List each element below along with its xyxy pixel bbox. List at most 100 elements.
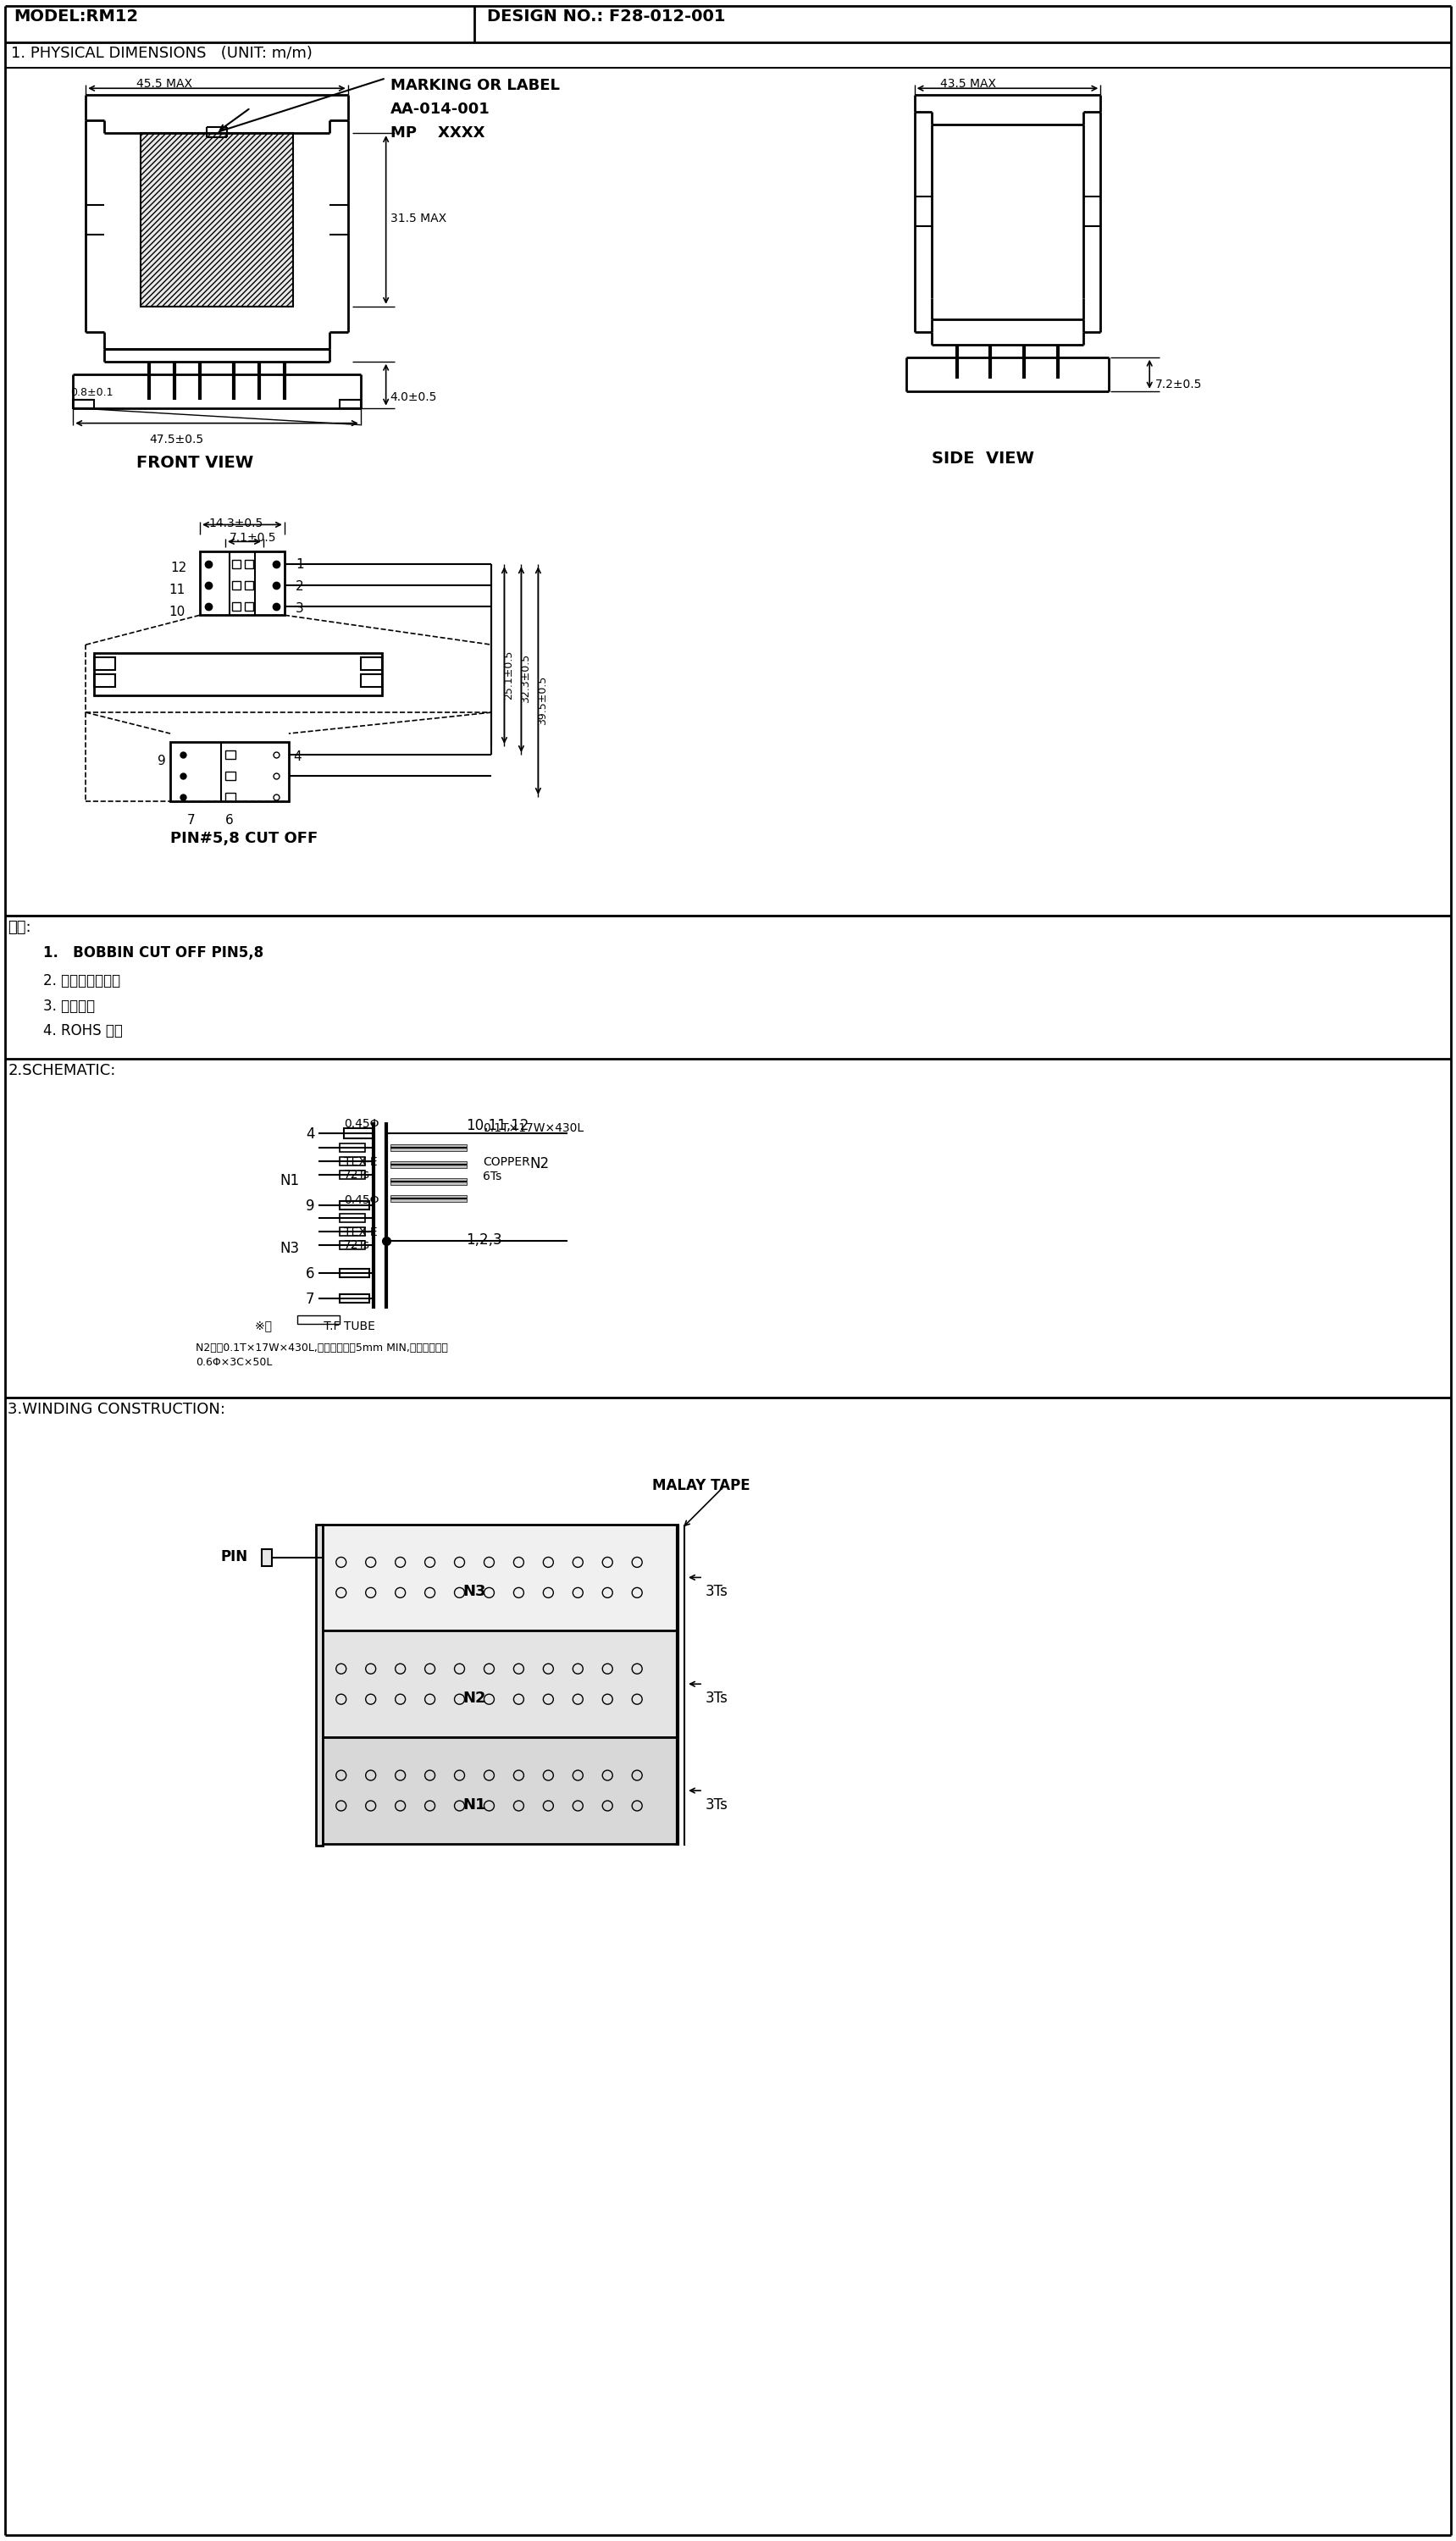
- Text: 4: 4: [306, 1126, 314, 1141]
- Bar: [232, 582, 240, 590]
- Text: SIDE  VIEW: SIDE VIEW: [932, 450, 1034, 468]
- Text: 32.3±0.5: 32.3±0.5: [520, 653, 531, 704]
- Bar: [199, 551, 284, 615]
- Bar: [323, 1631, 677, 1738]
- Bar: [245, 602, 253, 610]
- Text: 25.1±0.5: 25.1±0.5: [504, 650, 514, 699]
- Text: 3: 3: [296, 602, 304, 615]
- Bar: [226, 793, 236, 800]
- Text: 4: 4: [293, 750, 301, 762]
- Text: 3Ts: 3Ts: [706, 1796, 728, 1812]
- FancyArrow shape: [390, 1161, 466, 1169]
- FancyArrow shape: [390, 1194, 466, 1202]
- Bar: [361, 658, 381, 671]
- Text: 39.5±0.5: 39.5±0.5: [537, 676, 547, 724]
- Bar: [323, 1738, 677, 1845]
- Text: 7: 7: [188, 813, 195, 826]
- Text: 7: 7: [306, 1291, 314, 1306]
- Bar: [339, 1156, 365, 1166]
- Text: 1,2,3: 1,2,3: [466, 1232, 502, 1248]
- Bar: [297, 1316, 339, 1324]
- Text: 14.3±0.5: 14.3±0.5: [208, 518, 262, 529]
- Text: 47.5±0.5: 47.5±0.5: [149, 435, 204, 445]
- Bar: [339, 1227, 365, 1235]
- Text: MODEL:RM12: MODEL:RM12: [15, 8, 138, 25]
- Text: 7.2±0.5: 7.2±0.5: [1156, 379, 1203, 391]
- Text: COPPER: COPPER: [483, 1156, 530, 1169]
- Text: 72Ts: 72Ts: [344, 1240, 370, 1250]
- Bar: [339, 1268, 368, 1278]
- Text: 2: 2: [296, 579, 304, 592]
- Text: N1: N1: [280, 1174, 300, 1189]
- Text: N3: N3: [463, 1583, 486, 1598]
- Bar: [95, 658, 115, 671]
- Bar: [95, 673, 115, 686]
- Bar: [344, 1128, 373, 1138]
- Bar: [339, 1240, 365, 1250]
- Text: 6: 6: [306, 1265, 314, 1281]
- Text: N3: N3: [280, 1240, 300, 1255]
- Text: 6: 6: [226, 813, 233, 826]
- Text: DESIGN NO.: F28-012-001: DESIGN NO.: F28-012-001: [488, 8, 727, 25]
- Text: N2: N2: [463, 1690, 486, 1705]
- Text: 10,11,12: 10,11,12: [466, 1118, 530, 1133]
- Text: 備注:: 備注:: [7, 920, 32, 935]
- Bar: [232, 559, 240, 569]
- Text: MP    XXXX: MP XXXX: [390, 125, 485, 140]
- Text: 0.6Φ×3C×50L: 0.6Φ×3C×50L: [195, 1357, 272, 1367]
- Text: 1.   BOBBIN CUT OFF PIN5,8: 1. BOBBIN CUT OFF PIN5,8: [44, 945, 264, 960]
- Bar: [170, 742, 288, 800]
- Bar: [316, 1525, 323, 1845]
- Text: 3Ts: 3Ts: [706, 1583, 728, 1598]
- Text: 43.5 MAX: 43.5 MAX: [939, 79, 996, 89]
- Text: 3. 產品含浸: 3. 產品含浸: [44, 999, 95, 1014]
- Bar: [339, 1215, 365, 1222]
- Bar: [262, 1550, 272, 1565]
- Bar: [141, 132, 293, 307]
- Text: 10: 10: [169, 605, 185, 617]
- Bar: [361, 673, 381, 686]
- Text: N1: N1: [463, 1796, 486, 1812]
- Bar: [339, 1143, 365, 1151]
- Bar: [339, 1202, 368, 1210]
- Text: TEX-E: TEX-E: [344, 1156, 377, 1169]
- FancyArrow shape: [390, 1179, 466, 1184]
- Text: 7.1±0.5: 7.1±0.5: [230, 531, 277, 544]
- Bar: [339, 399, 361, 409]
- FancyArrow shape: [390, 1143, 466, 1151]
- Text: 2. 裝鐵夾固定鐵芯: 2. 裝鐵夾固定鐵芯: [44, 973, 121, 988]
- Text: MARKING OR LABEL: MARKING OR LABEL: [390, 79, 559, 94]
- Bar: [245, 582, 253, 590]
- Text: AA-014-001: AA-014-001: [390, 102, 489, 117]
- Text: 9: 9: [157, 755, 166, 767]
- Text: 31.5 MAX: 31.5 MAX: [390, 213, 446, 224]
- Bar: [323, 1525, 677, 1631]
- Text: 2.SCHEMATIC:: 2.SCHEMATIC:: [7, 1062, 116, 1077]
- Text: 3Ts: 3Ts: [706, 1690, 728, 1705]
- Text: 72Ts: 72Ts: [344, 1169, 370, 1182]
- Text: 1. PHYSICAL DIMENSIONS   (UNIT: m/m): 1. PHYSICAL DIMENSIONS (UNIT: m/m): [12, 46, 313, 61]
- Text: 11: 11: [169, 584, 185, 597]
- Text: PIN: PIN: [221, 1550, 249, 1565]
- Bar: [226, 750, 236, 760]
- Text: 1: 1: [296, 559, 304, 572]
- Text: 3.WINDING CONSTRUCTION:: 3.WINDING CONSTRUCTION:: [7, 1403, 226, 1418]
- Text: 45.5 MAX: 45.5 MAX: [137, 79, 192, 89]
- Text: 0.45Φ: 0.45Φ: [344, 1118, 379, 1131]
- Text: FRONT VIEW: FRONT VIEW: [137, 455, 253, 470]
- Text: 4. ROHS 制程: 4. ROHS 制程: [44, 1024, 122, 1039]
- Text: 0.1T×17W×430L: 0.1T×17W×430L: [483, 1123, 584, 1133]
- Bar: [339, 1293, 368, 1304]
- Bar: [339, 1171, 365, 1179]
- Bar: [73, 399, 95, 409]
- Bar: [232, 602, 240, 610]
- Text: MALAY TAPE: MALAY TAPE: [652, 1479, 750, 1494]
- Bar: [226, 772, 236, 780]
- Text: 4.0±0.5: 4.0±0.5: [390, 391, 437, 404]
- Text: N2: N2: [530, 1156, 549, 1171]
- Bar: [95, 653, 381, 696]
- Text: PIN#5,8 CUT OFF: PIN#5,8 CUT OFF: [170, 831, 317, 846]
- Text: 0.8±0.1: 0.8±0.1: [70, 386, 114, 399]
- Text: N2銅筄0.1T×17W×430L,偶標一層反折5mm MIN,銅箔兩端引線: N2銅筄0.1T×17W×430L,偶標一層反折5mm MIN,銅箔兩端引線: [195, 1342, 448, 1354]
- Text: TEX-E: TEX-E: [344, 1227, 377, 1237]
